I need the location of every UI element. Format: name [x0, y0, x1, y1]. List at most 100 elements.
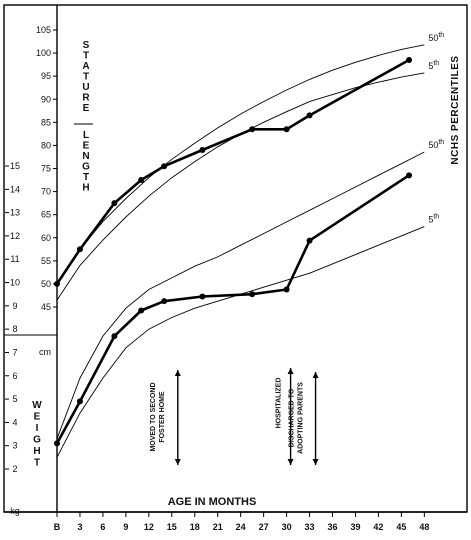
weight-tick-label: 15 — [10, 161, 20, 171]
event-arrow-head — [287, 459, 294, 465]
x-axis-title: AGE IN MONTHS — [168, 496, 257, 508]
stature-patient-point — [111, 200, 118, 207]
stature-tick-label: 60 — [41, 233, 51, 243]
chart-frame — [3, 4, 468, 513]
length-title-letter: N — [82, 151, 89, 162]
stature-patient-line — [55, 58, 410, 285]
stature-patient-point — [138, 177, 145, 184]
x-tick-label: 27 — [259, 522, 269, 532]
weight-tick-label: 2 — [12, 464, 17, 474]
length-title-letter: E — [83, 141, 90, 152]
stature-tick-label: 55 — [41, 256, 51, 266]
weight-title-letter: W — [32, 400, 42, 411]
weight-tick-label: 10 — [10, 278, 20, 288]
stature-title-letter: R — [82, 93, 90, 104]
length-title-letter: L — [83, 130, 89, 141]
event-arrow-head — [174, 370, 181, 376]
stature-patient-point — [283, 126, 290, 133]
weight-percentile-label: 50th — [428, 139, 444, 150]
weight-patient-point — [54, 440, 60, 447]
patient-series — [54, 57, 413, 447]
percentile-curves: 50th 5th 50th 5th — [56, 32, 444, 458]
weight-patient-line — [55, 174, 410, 445]
weight-patient-point — [249, 291, 256, 298]
stature-patient-point — [76, 246, 83, 253]
right-axis-title: NCHS PERCENTILES — [450, 55, 461, 164]
stature-patient-point — [306, 112, 313, 119]
weight-tick-label: 4 — [12, 417, 17, 427]
stature-tick-label: 70 — [41, 187, 51, 197]
annotation-hospitalized: HOSPITALIZED — [276, 378, 283, 429]
x-tick-label: 9 — [123, 522, 128, 532]
weight-tick-label: 8 — [12, 324, 17, 334]
weight-title-letter: I — [36, 423, 39, 434]
weight-tick-label: 14 — [10, 184, 20, 194]
stature-tick-label: 50 — [41, 279, 51, 289]
weight-tick-label: 11 — [10, 254, 19, 264]
weight-tick-label: 6 — [12, 371, 17, 381]
weight-patient-point — [111, 333, 118, 340]
axis-ticks: 4550556065707580859095100105cm2345678910… — [5, 25, 429, 532]
stature-patient-point — [161, 163, 168, 170]
weight-patient-point — [199, 293, 206, 300]
x-tick-label: 39 — [350, 522, 360, 532]
stature-percentile-label: 5th — [428, 60, 439, 71]
weight-patient-point — [283, 286, 290, 293]
x-tick-label: 24 — [236, 522, 246, 532]
x-tick-label: 45 — [396, 522, 406, 532]
stature-tick-label: 75 — [41, 164, 51, 174]
stature-tick-label: 95 — [41, 71, 51, 81]
stature-title-letter: A — [82, 61, 89, 72]
event-arrow-head — [287, 368, 294, 374]
stature-title-letter: U — [82, 82, 89, 93]
x-tick-label: 6 — [100, 522, 105, 532]
weight-percentile-50th-curve — [56, 151, 425, 439]
stature-patient-point — [249, 126, 256, 133]
weight-patient-point — [76, 398, 83, 405]
stature-tick-label: 105 — [36, 25, 51, 35]
stature-percentile-50th-curve — [56, 44, 425, 285]
weight-unit-label: kg — [10, 506, 20, 516]
weight-tick-label: 3 — [12, 441, 17, 451]
length-title-letter: H — [82, 183, 89, 194]
weight-title-letter: T — [34, 458, 40, 469]
weight-patient-point — [306, 237, 313, 244]
x-tick-label: 15 — [167, 522, 177, 532]
stature-unit-label: cm — [39, 347, 51, 357]
event-arrow-head — [312, 372, 319, 378]
x-tick-label: 36 — [328, 522, 338, 532]
stature-tick-label: 100 — [36, 48, 51, 58]
stature-title-letter: E — [83, 103, 90, 114]
stature-patient-point — [199, 147, 206, 154]
stature-tick-label: 90 — [41, 94, 51, 104]
stature-tick-label: 80 — [41, 140, 51, 150]
weight-tick-label: 5 — [12, 394, 17, 404]
weight-title-letter: G — [33, 435, 41, 446]
x-tick-label: 12 — [144, 522, 154, 532]
weight-patient-point — [406, 172, 413, 179]
weight-tick-label: 13 — [10, 208, 20, 218]
x-tick-label: 33 — [305, 522, 315, 532]
weight-tick-label: 7 — [12, 347, 17, 357]
x-tick-label: 30 — [282, 522, 292, 532]
event-annotations: MOVED TO SECOND FOSTER HOME HOSPITALIZED DI… — [150, 368, 319, 465]
stature-percentile-label: 50th — [428, 32, 444, 43]
stature-title-letter: T — [83, 51, 89, 62]
x-tick-label: 21 — [213, 522, 223, 532]
x-tick-label: B — [54, 522, 61, 532]
weight-title-letter: E — [34, 412, 41, 423]
weight-tick-label: 12 — [10, 231, 20, 241]
annotation-moved-foster-home: MOVED TO SECOND FOSTER HOME — [150, 382, 166, 451]
stature-patient-point — [406, 57, 413, 64]
x-tick-label: 18 — [190, 522, 200, 532]
stature-title-letter: S — [83, 40, 90, 51]
stature-tick-label: 65 — [41, 210, 51, 220]
x-tick-label: 48 — [419, 522, 429, 532]
annotation-discharged-adopting-parents: DISCHARGED TO ADOPTING PARENTS — [289, 382, 305, 454]
x-tick-label: 3 — [77, 522, 82, 532]
length-title-letter: T — [83, 172, 89, 183]
event-arrow-head — [312, 459, 319, 465]
length-title-letter: G — [82, 162, 90, 173]
weight-patient-point — [138, 307, 145, 314]
